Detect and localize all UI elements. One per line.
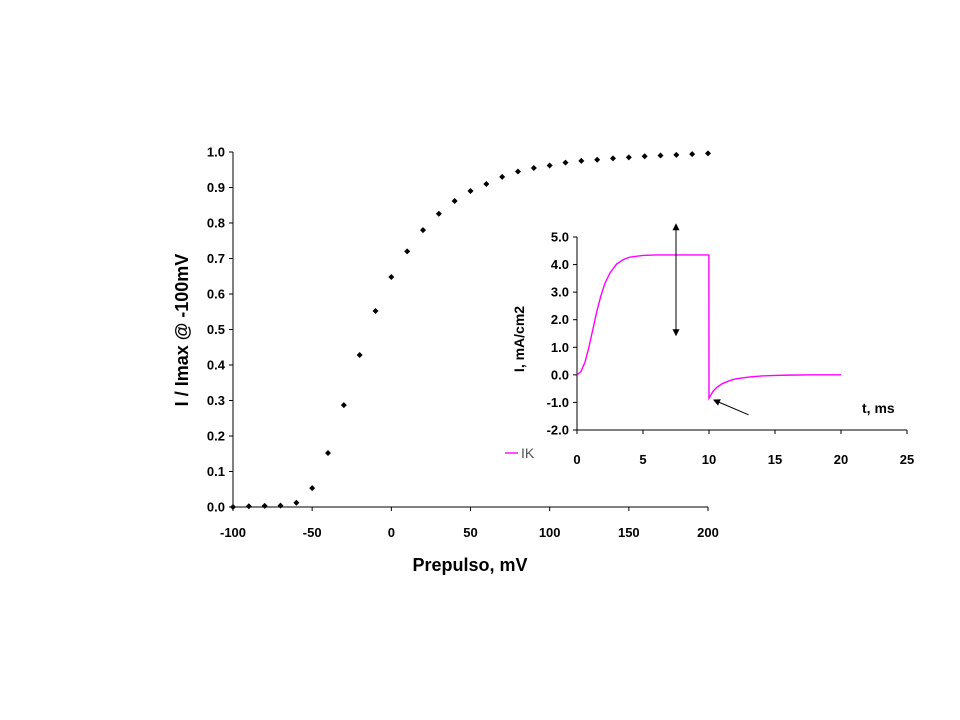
data-point [230, 504, 236, 510]
data-point [467, 188, 474, 195]
data-point [388, 273, 395, 280]
inset-y-tick-label: 5.0 [551, 230, 569, 245]
data-point [325, 450, 331, 457]
data-point [562, 159, 569, 166]
data-point [309, 485, 316, 492]
inset-axes: -2.0 -1.0 0.0 1.0 2.0 3.0 4.0 5.0 0 5 10 15 20 25 [547, 230, 915, 468]
series-line-ik [576, 254, 841, 401]
main-y-tick-label: 0.8 [207, 216, 225, 231]
inset-x-tick-label: 0 [573, 452, 580, 467]
data-point [356, 352, 363, 359]
inset-y-tick-label: 3.0 [551, 285, 569, 300]
inset-y-tick-label: 1.0 [551, 340, 569, 355]
data-point [404, 248, 411, 255]
data-point [594, 156, 601, 163]
data-point [499, 173, 506, 180]
main-x-tick-label: -100 [220, 525, 246, 540]
main-x-tick-label: 100 [539, 525, 561, 540]
main-y-tick-label: 0.9 [207, 180, 225, 195]
main-y-tick-label: 1.0 [207, 145, 225, 160]
main-y-tick-label: 0.7 [207, 251, 225, 266]
main-y-tick-label: 0.0 [207, 500, 225, 515]
data-point [546, 162, 553, 169]
data-point [293, 499, 300, 506]
data-point [705, 150, 711, 157]
main-x-tick-label: 50 [463, 525, 477, 540]
main-x-tick-label: 150 [618, 525, 640, 540]
legend-label-ik: IK [521, 445, 535, 461]
data-point [372, 308, 379, 315]
data-point [420, 227, 426, 234]
main-y-tick-label: 0.1 [207, 464, 225, 479]
data-point [530, 164, 537, 171]
inset-x-axis-title: t, ms [862, 400, 895, 416]
main-y-tick-label: 0.6 [207, 287, 225, 302]
data-point [245, 503, 252, 510]
inset-y-tick-label: -1.0 [547, 395, 569, 410]
inset-y-tick-label: 2.0 [551, 312, 569, 327]
data-point [625, 154, 632, 161]
arrow-head-down [672, 329, 680, 337]
inset-y-tick-label: 4.0 [551, 257, 569, 272]
main-chart: 0.0 0.1 0.2 0.3 0.4 0.5 0.6 0.7 0.8 0.9 1.0 -100 -50… [172, 145, 719, 576]
data-point [610, 155, 616, 162]
data-point [578, 157, 585, 164]
main-x-tick-label: 200 [697, 525, 719, 540]
data-point [435, 210, 442, 217]
inset-x-tick-label: 15 [768, 452, 782, 467]
data-point [515, 168, 521, 175]
data-point [689, 151, 696, 158]
inset-x-tick-label: 5 [639, 452, 646, 467]
main-y-tick-label: 0.5 [207, 322, 225, 337]
main-x-tick-label: 0 [388, 525, 395, 540]
inset-y-axis-title: I, mA/cm2 [511, 306, 527, 372]
main-axes: 0.0 0.1 0.2 0.3 0.4 0.5 0.6 0.7 0.8 0.9 1.0 -100 -50… [207, 145, 719, 541]
data-point [261, 502, 268, 509]
main-x-tick-label: -50 [303, 525, 322, 540]
legend: IK [505, 445, 535, 461]
data-point [451, 197, 458, 204]
pointer-arrow-line [718, 401, 749, 416]
inset-annotations [672, 223, 749, 416]
data-point [641, 153, 648, 160]
data-point [340, 402, 347, 409]
data-point [673, 151, 680, 158]
inset-x-tick-label: 10 [702, 452, 716, 467]
main-y-tick-label: 0.4 [207, 358, 226, 373]
inset-x-tick-label: 20 [834, 452, 848, 467]
main-y-tick-label: 0.2 [207, 429, 225, 444]
main-y-tick-label: 0.3 [207, 393, 225, 408]
main-y-axis-title: I / Imax @ -100mV [172, 254, 192, 407]
main-x-axis-title: Prepulso, mV [412, 555, 527, 575]
pointer-arrow-head [712, 399, 721, 406]
inset-chart: -2.0 -1.0 0.0 1.0 2.0 3.0 4.0 5.0 0 5 10 15 20 25 t, … [505, 223, 914, 467]
inset-y-tick-label: 0.0 [551, 367, 569, 382]
data-point [277, 502, 284, 509]
inset-y-tick-label: -2.0 [547, 423, 569, 438]
arrow-head-up [672, 223, 680, 231]
inset-x-tick-label: 25 [900, 452, 914, 467]
data-point [657, 152, 664, 159]
main-points [230, 150, 711, 510]
data-point [483, 180, 490, 187]
